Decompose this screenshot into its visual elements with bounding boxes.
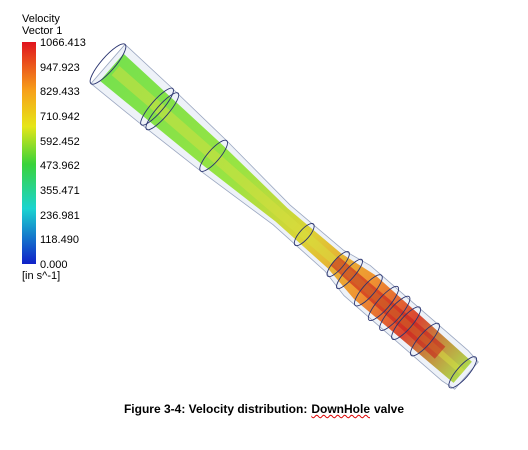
legend-label: 0.000	[40, 259, 68, 271]
legend-label: 355.471	[40, 185, 80, 197]
legend-subtitle: Vector 1	[22, 25, 63, 37]
legend-title: Velocity	[22, 13, 60, 25]
valve-body	[89, 43, 479, 390]
caption-text: Figure 3-4: Velocity distribution:	[123, 402, 308, 416]
caption-text: DownHole	[311, 402, 370, 416]
legend-label: 829.433	[40, 86, 80, 99]
color-bar	[22, 42, 36, 264]
legend-label: 236.981	[40, 209, 80, 222]
legend-label: 473.962	[40, 160, 80, 173]
caption-text: valve	[374, 402, 405, 416]
legend-label: 118.490	[40, 234, 79, 247]
flow-figure	[22, 42, 479, 390]
legend-label: 947.923	[40, 61, 80, 74]
caption: Figure 3-4: Velocity distribution: DownHo…	[0, 402, 528, 416]
legend-label: 592.452	[40, 135, 80, 148]
legend-unit: [in s^-1]	[22, 270, 61, 282]
legend-label: 1066.413	[40, 37, 86, 49]
legend-label: 710.942	[40, 111, 80, 123]
